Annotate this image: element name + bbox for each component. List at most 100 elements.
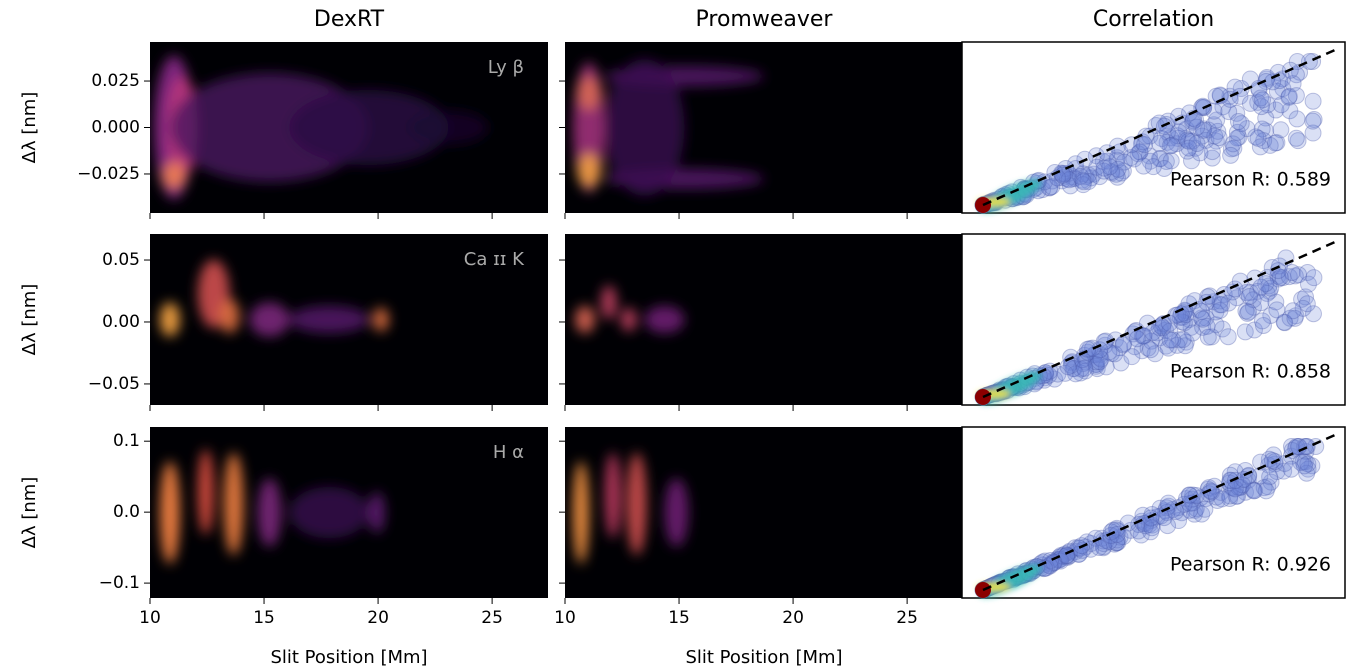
- scatter-point: [1245, 482, 1263, 500]
- scatter-point: [1074, 173, 1092, 191]
- identity-line: [982, 433, 1336, 592]
- scatter-point: [1283, 263, 1301, 281]
- scatter-point: [1150, 134, 1168, 152]
- scatter-point: [1133, 342, 1151, 360]
- scatter-point: [1255, 132, 1273, 150]
- scatter-point: [1198, 293, 1216, 311]
- scatter-point: [1049, 551, 1067, 569]
- scatter-point: [1109, 522, 1127, 540]
- scatter-point: [1227, 487, 1245, 505]
- scatter-point: [1209, 122, 1227, 140]
- scatter-point: [1299, 455, 1317, 473]
- scatter-point: [1043, 172, 1061, 190]
- scatter-point: [1087, 357, 1105, 375]
- scatter-point: [1070, 545, 1088, 563]
- scatter-point: [1184, 324, 1202, 342]
- scatter-point: [1048, 550, 1066, 568]
- x-tick-label: 25: [481, 608, 503, 628]
- scatter-point: [1076, 362, 1094, 380]
- pearson-label: Pearson R: 0.589: [1170, 169, 1331, 191]
- scatter-point: [1170, 512, 1188, 530]
- scatter-point: [1161, 322, 1179, 340]
- scatter-point: [1046, 370, 1064, 388]
- heatmap-panel: 0.05 0.00 −0.05 Ca ɪɪ K Δλ [nm]: [19, 234, 548, 411]
- line-label: H α: [493, 442, 524, 463]
- scatter-point: [1304, 92, 1322, 110]
- scatter-point: [1260, 277, 1278, 295]
- scatter-point: [1276, 454, 1294, 472]
- scatter-point: [1181, 486, 1199, 504]
- scatter-point: [1102, 344, 1120, 362]
- scatter-point: [1186, 501, 1204, 519]
- scatter-point: [1102, 526, 1120, 544]
- scatter-point: [1142, 523, 1160, 541]
- scatter-point: [1292, 453, 1310, 471]
- scatter-point: [1080, 173, 1098, 191]
- scatter-point: [1059, 358, 1077, 376]
- scatter-point: [1105, 535, 1123, 553]
- scatter-point: [1197, 131, 1215, 149]
- scatter-point: [1091, 353, 1109, 371]
- emission-blob: [197, 449, 214, 535]
- scatter-point: [1158, 503, 1176, 521]
- emission-blob: [159, 461, 180, 564]
- correlation-panel: Pearson R: 0.926: [961, 426, 1346, 599]
- scatter-point: [1158, 133, 1176, 151]
- scatter-point: [1282, 460, 1300, 478]
- x-tick-label: 15: [668, 608, 690, 628]
- scatter-point: [1299, 275, 1317, 293]
- scatter-point: [1222, 140, 1240, 158]
- scatter-point: [1213, 490, 1231, 508]
- scatter-point: [1095, 159, 1113, 177]
- scatter-point: [1257, 275, 1275, 293]
- scatter-point: [1185, 505, 1203, 523]
- scatter-point: [1052, 547, 1070, 565]
- scatter-point: [1208, 111, 1226, 129]
- scatter-point: [1161, 331, 1179, 349]
- scatter-point: [1254, 316, 1272, 334]
- scatter-point: [1268, 301, 1286, 319]
- scatter-point: [1228, 129, 1246, 147]
- scatter-point: [1151, 319, 1169, 337]
- scatter-point: [1108, 149, 1126, 167]
- scatter-point: [1251, 138, 1269, 156]
- x-axis-label: Slit Position [Mm]: [685, 647, 842, 668]
- scatter-point: [1154, 319, 1172, 337]
- scatter-point: [1099, 152, 1117, 170]
- scatter-point: [1267, 101, 1285, 119]
- scatter-point: [1289, 132, 1307, 150]
- scatter-point: [1095, 538, 1113, 556]
- scatter-point: [1107, 534, 1125, 552]
- scatter-point: [1136, 136, 1154, 154]
- scatter-point: [1290, 266, 1308, 284]
- scatter-point: [1293, 290, 1311, 308]
- scatter-cloud: [974, 249, 1323, 406]
- emission-blob: [576, 76, 601, 111]
- scatter-point: [1143, 519, 1161, 537]
- scatter-point: [1180, 132, 1198, 150]
- scatter-point: [1088, 360, 1106, 378]
- scatter-point: [1138, 314, 1156, 332]
- scatter-point: [1190, 301, 1208, 319]
- scatter-point: [1146, 345, 1164, 363]
- scatter-point: [1237, 483, 1255, 501]
- scatter-point: [1296, 453, 1314, 471]
- scatter-point: [1139, 339, 1157, 357]
- x-tick-label: 20: [367, 608, 389, 628]
- scatter-point: [1230, 128, 1248, 146]
- scatter-point: [1259, 478, 1277, 496]
- scatter-point: [1194, 318, 1212, 336]
- scatter-point: [1254, 91, 1272, 109]
- scatter-point: [1245, 321, 1263, 339]
- scatter-point: [1183, 152, 1201, 170]
- scatter-point: [1203, 143, 1221, 161]
- correlation-panel: Pearson R: 0.858: [961, 233, 1346, 406]
- scatter-point: [1054, 169, 1072, 187]
- scatter-point: [1180, 311, 1198, 329]
- scatter-point: [1194, 97, 1212, 115]
- scatter-point: [1103, 164, 1121, 182]
- scatter-point: [1175, 314, 1193, 332]
- scatter-point: [1247, 128, 1265, 146]
- scatter-point: [1131, 143, 1149, 161]
- scatter-point: [1087, 355, 1105, 373]
